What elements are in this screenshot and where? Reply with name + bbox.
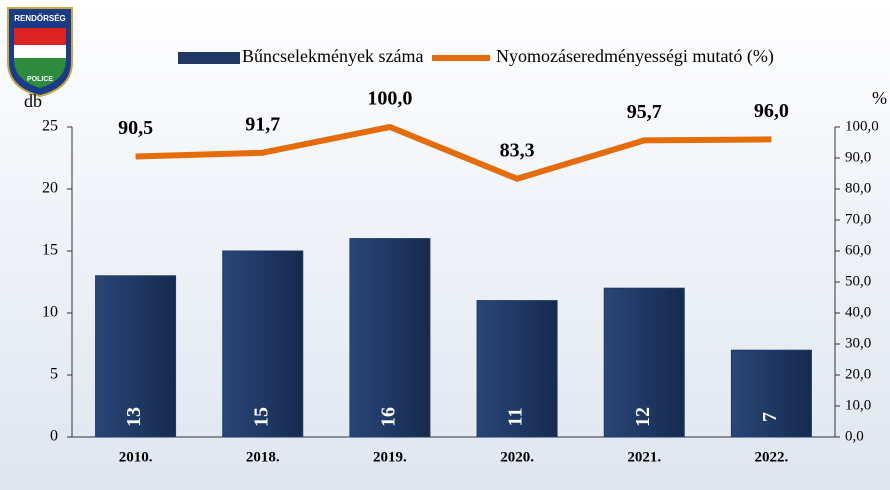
y-tick-label: 5	[50, 366, 58, 383]
y2-tick-label: 100,0	[845, 118, 879, 134]
bar-value-label: 15	[250, 407, 272, 427]
bar-value-label: 16	[378, 407, 400, 427]
bar-value-label: 13	[123, 407, 145, 427]
y-tick-label: 0	[50, 428, 58, 445]
logo-text: POLICE	[27, 76, 53, 83]
y2-tick-label: 60,0	[845, 242, 871, 258]
y2-tick-label: 50,0	[845, 273, 871, 289]
y-axis-label: db	[24, 91, 42, 111]
chart: RENDŐRSÉG POLICE db % 0 5 10 15 20 25 0,0 10,0 2…	[0, 0, 890, 490]
line-value-label: 90,5	[118, 117, 153, 139]
legend-label: Nyomozáseredményességi mutató (%)	[496, 46, 774, 67]
y2-tick-label: 20,0	[845, 366, 871, 382]
legend-swatch	[178, 52, 240, 64]
x-tick-label: 2022.	[755, 449, 789, 465]
x-tick-label: 2019.	[373, 449, 407, 465]
x-tick-label: 2010.	[119, 449, 153, 465]
y2-tick-label: 40,0	[845, 304, 871, 320]
y-tick-label: 25	[42, 118, 58, 135]
line-value-label: 91,7	[245, 113, 280, 135]
bar	[731, 350, 811, 437]
y-tick-label: 20	[42, 180, 58, 197]
x-tick-label: 2021.	[627, 449, 661, 465]
y2-tick-label: 10,0	[845, 397, 871, 413]
y2-tick-label: 70,0	[845, 211, 871, 227]
logo: RENDŐRSÉG POLICE	[8, 8, 72, 96]
legend-label: Bűncselekmények száma	[242, 46, 423, 66]
line-value-label: 95,7	[627, 101, 662, 123]
y2-tick-label: 0,0	[845, 428, 864, 444]
y-tick-label: 15	[42, 242, 58, 259]
bar-value-label: 7	[759, 412, 781, 422]
x-tick-label: 2020.	[500, 449, 534, 465]
bar-value-label: 11	[505, 408, 527, 427]
x-tick-label: 2018.	[246, 449, 280, 465]
y-tick-label: 10	[42, 304, 58, 321]
line-value-label: 96,0	[754, 100, 789, 122]
y2-tick-label: 80,0	[845, 180, 871, 196]
bar-value-label: 12	[632, 407, 654, 427]
logo-text: RENDŐRSÉG	[14, 14, 66, 23]
y2-tick-label: 30,0	[845, 335, 871, 351]
line-value-label: 83,3	[500, 139, 535, 161]
y2-axis-label: %	[872, 88, 887, 108]
y2-tick-label: 90,0	[845, 149, 871, 165]
line-value-label: 100,0	[367, 88, 412, 110]
